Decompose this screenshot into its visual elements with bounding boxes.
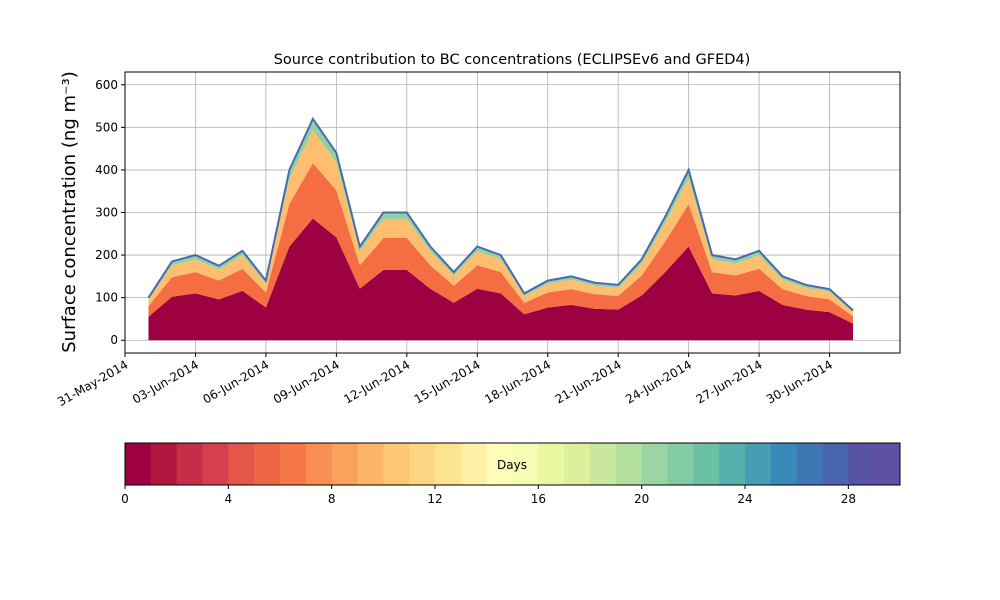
colorbar-cell xyxy=(125,443,152,485)
colorbar-cell xyxy=(383,443,410,485)
colorbar-cell xyxy=(564,443,591,485)
x-tick-label: 06-Jun-2014 xyxy=(200,357,271,406)
colorbar-cell xyxy=(848,443,875,485)
colorbar-cell xyxy=(357,443,384,485)
x-tick-label: 12-Jun-2014 xyxy=(341,357,412,406)
colorbar-label: Days xyxy=(497,458,527,472)
colorbar-cell xyxy=(822,443,849,485)
colorbar-cell xyxy=(745,443,772,485)
colorbar-cell xyxy=(254,443,281,485)
colorbar-cell xyxy=(486,443,513,485)
x-tick-label: 18-Jun-2014 xyxy=(482,357,553,406)
colorbar-tick-label: 8 xyxy=(328,492,336,506)
colorbar-cell xyxy=(409,443,436,485)
colorbar-cell xyxy=(280,443,307,485)
colorbar-frame xyxy=(124,442,901,486)
x-tick-label: 15-Jun-2014 xyxy=(412,357,483,406)
x-tick-label: 30-Jun-2014 xyxy=(764,357,835,406)
colorbar-cell xyxy=(202,443,229,485)
colorbar-cell xyxy=(176,443,203,485)
y-tick-label: 300 xyxy=(95,206,118,220)
colorbar-cell xyxy=(693,443,720,485)
y-axis-label: Surface concentration (ng m⁻³) xyxy=(59,71,80,353)
colorbar-tick-label: 16 xyxy=(531,492,546,506)
colorbar-tick-label: 0 xyxy=(121,492,129,506)
colorbar-cell xyxy=(615,443,643,485)
colorbar-tick-label: 24 xyxy=(737,492,752,506)
x-tick-label: 09-Jun-2014 xyxy=(271,357,342,406)
chart-title: Source contribution to BC concentrations… xyxy=(274,52,751,68)
y-tick-label: 100 xyxy=(95,291,118,305)
colorbar-cell xyxy=(538,443,565,485)
total-line xyxy=(147,116,854,312)
area xyxy=(148,218,854,341)
colorbar-tick-label: 20 xyxy=(634,492,649,506)
colorbar-cell xyxy=(331,443,358,485)
colorbar-cell xyxy=(719,443,746,485)
colorbar-cell xyxy=(770,443,798,485)
colorbar-cell xyxy=(874,443,901,485)
y-tick-label: 600 xyxy=(95,78,118,92)
colorbar-cell xyxy=(641,443,668,485)
colorbar-cell xyxy=(460,443,488,485)
y-tick-label: 0 xyxy=(110,333,118,347)
x-tick-label: 24-Jun-2014 xyxy=(623,357,694,406)
y-tick-label: 200 xyxy=(95,248,118,262)
area xyxy=(148,163,854,324)
colorbar-tick-label: 28 xyxy=(841,492,856,506)
colorbar-cell xyxy=(512,443,539,485)
x-tick-label: 27-Jun-2014 xyxy=(694,357,765,406)
x-tick-label: 31-May-2014 xyxy=(55,357,130,409)
colorbar-tick-label: 12 xyxy=(427,492,442,506)
plot-frame xyxy=(124,71,901,354)
colorbar-cell xyxy=(435,443,462,485)
colorbar-cell xyxy=(305,443,333,485)
x-tick-label: 03-Jun-2014 xyxy=(130,357,201,406)
area xyxy=(148,129,854,317)
colorbar-tick-label: 4 xyxy=(225,492,233,506)
y-tick-label: 500 xyxy=(95,120,118,134)
y-tick-label: 400 xyxy=(95,163,118,177)
colorbar-cell xyxy=(150,443,178,485)
colorbar-cell xyxy=(228,443,255,485)
colorbar-cell xyxy=(796,443,823,485)
x-tick-label: 21-Jun-2014 xyxy=(553,357,624,406)
colorbar-cell xyxy=(590,443,617,485)
colorbar-cell xyxy=(667,443,694,485)
